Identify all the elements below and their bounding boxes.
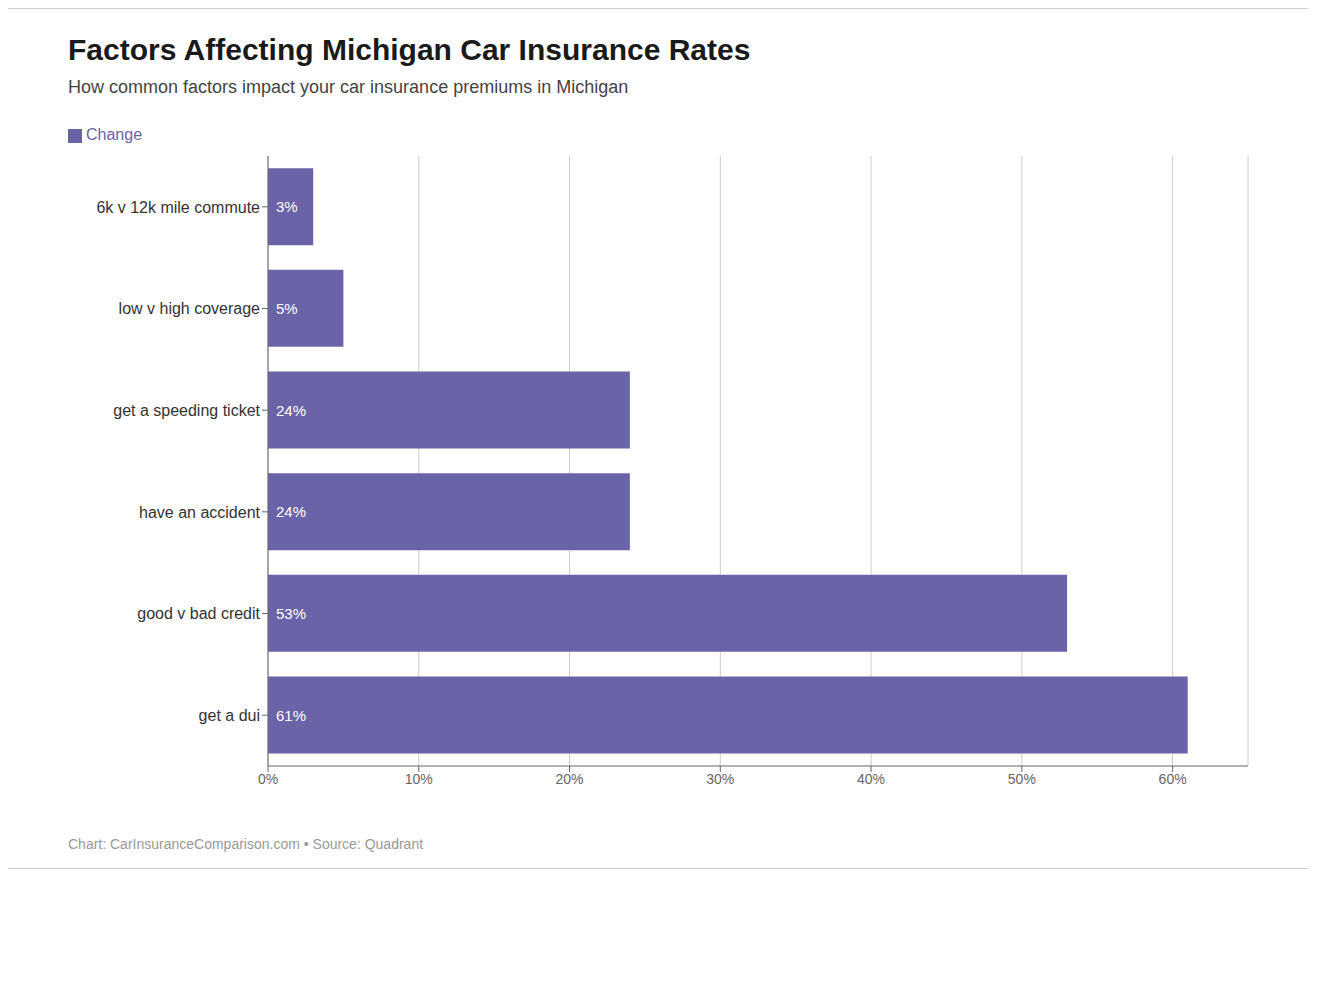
svg-text:20%: 20% (556, 771, 584, 787)
svg-text:0%: 0% (258, 771, 278, 787)
html-text:How common factors impact your: How common factors impact your car insur… (68, 77, 629, 97)
svg-text:get a speeding ticket: get a speeding ticket (113, 402, 260, 419)
svg-text:61%: 61% (276, 707, 306, 724)
svg-text:10%: 10% (405, 771, 433, 787)
svg-text:3%: 3% (276, 198, 298, 215)
svg-text:6k v 12k mile commute: 6k v 12k mile commute (96, 199, 260, 216)
svg-text:60%: 60% (1159, 771, 1187, 787)
svg-text:5%: 5% (276, 300, 298, 317)
svg-text:50%: 50% (1008, 771, 1036, 787)
svg-text:40%: 40% (857, 771, 885, 787)
svg-text:24%: 24% (276, 402, 306, 419)
svg-text:24%: 24% (276, 503, 306, 520)
html-text:Chart: CarInsuranceComparison.: Chart: CarInsuranceComparison.com • Sour… (68, 836, 424, 852)
html-text:Factors Affecting Michigan Car: Factors Affecting Michigan Car Insurance… (68, 33, 751, 66)
svg-text:get a dui: get a dui (199, 707, 260, 724)
svg-text:low v high coverage: low v high coverage (119, 300, 261, 317)
svg-text:have an accident: have an accident (139, 504, 261, 521)
svg-text:30%: 30% (706, 771, 734, 787)
svg-text:good v bad credit: good v bad credit (137, 605, 260, 622)
svg-text:53%: 53% (276, 605, 306, 622)
html-text:Change: Change (86, 126, 142, 143)
